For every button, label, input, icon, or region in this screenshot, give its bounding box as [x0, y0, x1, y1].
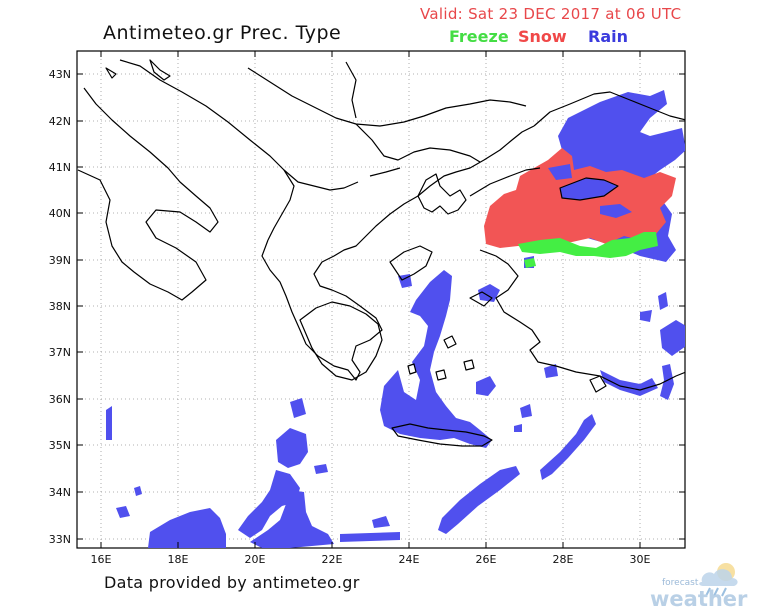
lat-label: 43N — [49, 68, 71, 81]
lon-label: 18E — [168, 553, 189, 566]
lat-label: 36N — [49, 393, 71, 406]
lon-label: 24E — [399, 553, 420, 566]
lat-label: 34N — [49, 486, 71, 499]
lat-label: 37N — [49, 346, 71, 359]
logo-main-text: weather — [650, 587, 747, 611]
lon-label: 28E — [553, 553, 574, 566]
lon-label: 22E — [322, 553, 343, 566]
lat-label: 41N — [49, 161, 71, 174]
latitude-labels: 43N 42N 41N 40N 39N 38N 37N 36N 35N 34N 33N — [49, 68, 71, 546]
lat-label: 35N — [49, 439, 71, 452]
lat-label: 42N — [49, 115, 71, 128]
longitude-labels: 16E 18E 20E 22E 24E 26E 28E 30E — [91, 553, 651, 566]
lon-label: 20E — [245, 553, 266, 566]
lon-label: 16E — [91, 553, 112, 566]
lat-label: 39N — [49, 254, 71, 267]
lat-label: 33N — [49, 533, 71, 546]
forecast-weather-logo: forecast weather — [640, 552, 758, 608]
lat-label: 40N — [49, 207, 71, 220]
data-credit: Data provided by antimeteo.gr — [104, 573, 360, 592]
lat-label: 38N — [49, 300, 71, 313]
lon-label: 26E — [476, 553, 497, 566]
